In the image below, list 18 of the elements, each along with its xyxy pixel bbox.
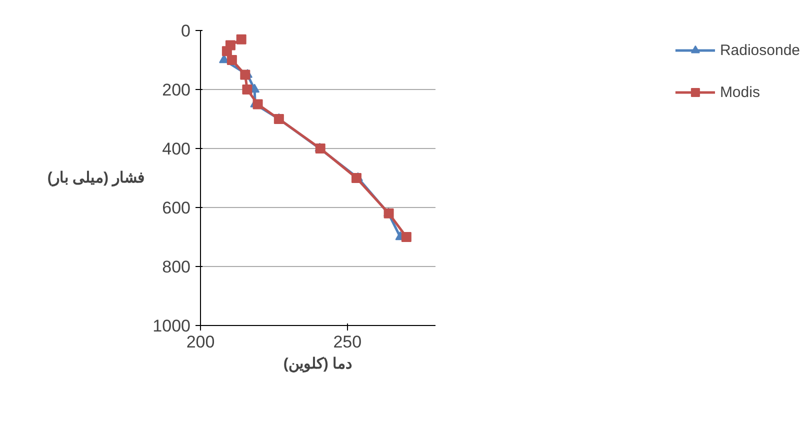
y-tick-label: 200 bbox=[162, 80, 191, 100]
x-tick-label: 250 bbox=[333, 332, 362, 352]
point bbox=[401, 232, 412, 242]
y-tick-label: 600 bbox=[162, 198, 191, 218]
point bbox=[236, 34, 246, 44]
legend-label: Radiosonde bbox=[720, 42, 800, 58]
y-axis-title: فشار (میلی بار) bbox=[47, 170, 145, 186]
point bbox=[222, 46, 232, 56]
y-tick-label: 800 bbox=[162, 258, 191, 276]
x-axis-title: دما (کلوین) bbox=[283, 356, 353, 372]
point bbox=[242, 84, 252, 94]
y-tick-label: 400 bbox=[162, 140, 191, 158]
point bbox=[226, 55, 237, 65]
point bbox=[252, 99, 263, 110]
legend-label: Modis bbox=[720, 84, 760, 100]
point bbox=[240, 70, 250, 80]
y-tick-label: 1000 bbox=[152, 316, 191, 336]
y-tick-label: 0 bbox=[181, 22, 191, 40]
